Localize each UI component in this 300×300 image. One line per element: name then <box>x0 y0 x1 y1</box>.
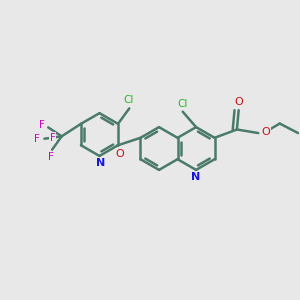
Text: Cl: Cl <box>124 95 134 105</box>
Text: F: F <box>34 134 40 144</box>
Text: F: F <box>39 120 45 130</box>
Text: O: O <box>261 128 270 137</box>
Text: Cl: Cl <box>177 99 187 109</box>
Text: N: N <box>96 158 106 168</box>
Text: O: O <box>234 97 243 107</box>
Text: F: F <box>48 152 54 162</box>
Text: N: N <box>191 172 201 182</box>
Text: O: O <box>116 149 124 159</box>
Text: F: F <box>50 133 56 143</box>
